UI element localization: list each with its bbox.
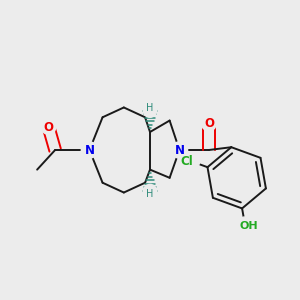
Circle shape	[236, 217, 254, 235]
Text: H: H	[146, 188, 154, 199]
Circle shape	[171, 142, 188, 158]
Text: N: N	[85, 143, 94, 157]
Text: Cl: Cl	[180, 154, 193, 167]
Circle shape	[202, 117, 216, 131]
Text: O: O	[204, 117, 214, 130]
Text: O: O	[44, 121, 54, 134]
Circle shape	[143, 104, 157, 117]
Circle shape	[182, 152, 200, 170]
Text: N: N	[174, 143, 184, 157]
Circle shape	[41, 120, 56, 134]
Circle shape	[81, 142, 98, 158]
Text: OH: OH	[239, 221, 258, 231]
Circle shape	[143, 184, 157, 197]
Text: H: H	[146, 103, 154, 113]
